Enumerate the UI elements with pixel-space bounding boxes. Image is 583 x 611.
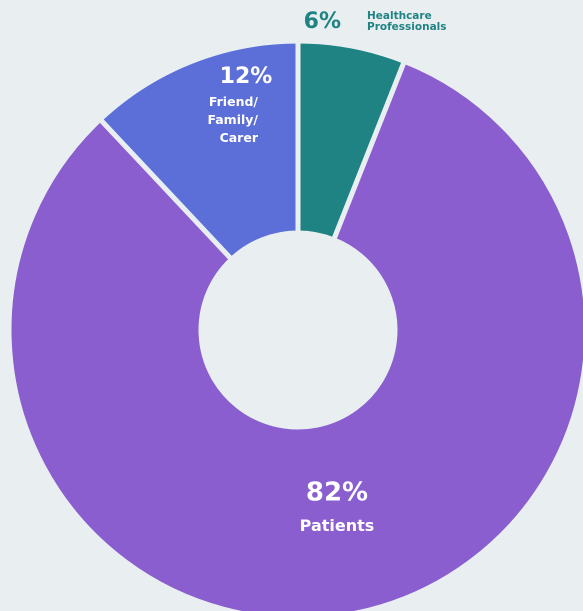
category-line: Patients [300, 516, 375, 535]
value-label: 12% [220, 64, 273, 89]
value-label: 6% [304, 9, 341, 34]
category-line: Professionals [367, 21, 447, 33]
category-line: Friend/ [209, 94, 259, 109]
category-label: Healthcare Professionals [367, 10, 447, 33]
value-label: 82% [306, 478, 368, 508]
donut-slice [6, 58, 583, 611]
category-line: Carer [220, 130, 259, 145]
donut-slice [97, 38, 301, 262]
category-line: Healthcare [367, 10, 432, 22]
category-label: Friend/Family/Carer [207, 94, 258, 145]
category-label: Patients [300, 516, 375, 535]
category-line: Family/ [207, 112, 258, 127]
